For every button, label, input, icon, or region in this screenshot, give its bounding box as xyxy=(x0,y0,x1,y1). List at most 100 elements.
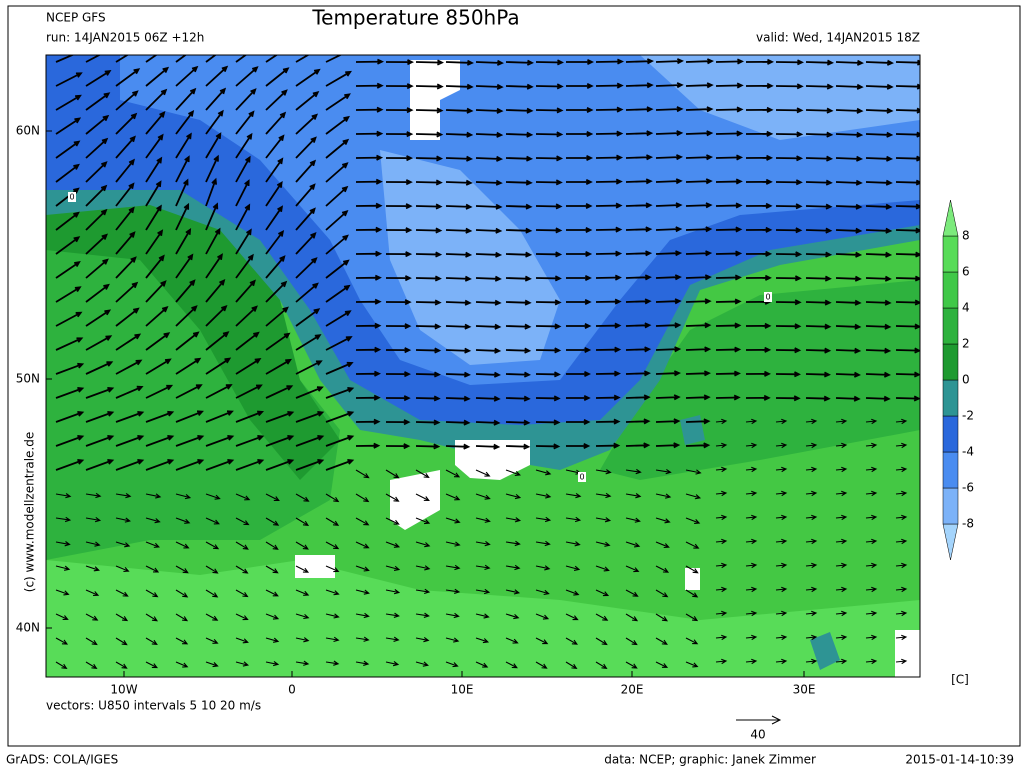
wind-arrow xyxy=(595,541,611,547)
wind-arrow xyxy=(265,55,279,63)
wind-arrow xyxy=(295,541,309,550)
wind-arrow xyxy=(745,394,771,401)
wind-arrow xyxy=(325,435,355,447)
contour-label-box xyxy=(68,192,76,202)
wind-arrow xyxy=(745,562,758,569)
wind-arrow xyxy=(745,658,758,665)
contour-label: 0 xyxy=(765,293,770,302)
wind-arrow xyxy=(55,459,85,471)
wind-arrow xyxy=(55,362,85,375)
wind-arrow xyxy=(475,517,491,523)
colorbar-segment xyxy=(942,415,959,453)
wind-arrow xyxy=(475,588,491,595)
wind-arrow xyxy=(865,107,894,114)
wind-arrow xyxy=(205,253,223,279)
wind-arrow xyxy=(535,613,550,620)
wind-arrow xyxy=(445,179,473,186)
colorbar-segment xyxy=(942,307,959,345)
software: GrADS: COLA/IGES xyxy=(6,753,118,767)
wind-arrow xyxy=(85,386,115,399)
wind-arrow xyxy=(625,661,638,669)
wind-arrow xyxy=(175,384,203,399)
wind-arrow xyxy=(565,227,593,233)
wind-arrow xyxy=(115,158,135,183)
wind-arrow xyxy=(235,661,250,667)
wind-arrow xyxy=(385,419,411,426)
wind-arrow xyxy=(655,298,682,305)
colorbar-label: 8 xyxy=(962,229,970,243)
wind-arrow xyxy=(775,610,788,617)
wind-arrow xyxy=(535,107,564,114)
wind-arrow xyxy=(355,589,370,595)
wind-arrow xyxy=(835,155,864,162)
wind-arrow xyxy=(655,637,668,645)
wind-arrow xyxy=(715,490,728,497)
wind-arrow xyxy=(175,305,198,327)
model-name: NCEP GFS xyxy=(46,11,106,25)
wind-arrow xyxy=(235,305,258,327)
wind-arrow xyxy=(595,661,608,669)
wind-arrow xyxy=(295,360,323,375)
wind-arrow xyxy=(505,469,521,477)
wind-arrow xyxy=(85,283,110,303)
wind-arrow xyxy=(145,565,160,573)
wind-arrow xyxy=(325,162,349,183)
wind-arrow xyxy=(205,493,221,500)
wind-arrow xyxy=(595,370,621,377)
wind-arrow xyxy=(205,661,219,668)
wind-arrow xyxy=(715,514,728,521)
wind-arrow xyxy=(295,386,324,399)
wind-arrow xyxy=(115,637,128,646)
wind-arrow xyxy=(745,466,758,473)
wind-arrow xyxy=(85,517,102,523)
wind-arrow xyxy=(415,83,444,90)
wind-arrow xyxy=(865,227,893,234)
wind-arrow xyxy=(745,442,758,449)
map-area: 0 0 0 xyxy=(46,55,920,677)
wind-arrow xyxy=(565,443,591,449)
wind-arrow xyxy=(775,251,803,258)
wind-arrow xyxy=(265,660,280,667)
wind-arrow xyxy=(655,82,684,89)
wind-arrow xyxy=(235,613,249,621)
wind-arrow xyxy=(505,637,519,644)
wind-arrow xyxy=(505,493,522,500)
wind-arrow xyxy=(115,206,135,231)
wind-arrow xyxy=(145,459,175,471)
wind-arrow xyxy=(535,299,562,306)
wind-arrow xyxy=(805,538,818,545)
wind-arrow xyxy=(325,361,354,375)
wind-field xyxy=(55,55,920,670)
wind-arrow xyxy=(625,250,653,257)
wind-arrow xyxy=(145,156,163,183)
run-info: run: 14JAN2015 06Z +12h xyxy=(46,31,204,45)
wind-arrow xyxy=(565,299,592,305)
wind-arrow xyxy=(475,564,491,571)
wind-arrow xyxy=(265,306,289,327)
wind-arrow xyxy=(865,347,892,354)
wind-arrow xyxy=(535,516,552,523)
wind-arrow xyxy=(625,394,651,401)
warm-region xyxy=(46,560,920,677)
wind-arrow xyxy=(625,418,651,425)
wind-arrow xyxy=(775,83,804,90)
wind-arrow xyxy=(655,661,669,668)
wind-arrow xyxy=(895,59,920,66)
wind-arrow xyxy=(685,493,702,500)
wind-arrow xyxy=(145,517,161,524)
wind-arrow xyxy=(55,311,83,327)
wind-arrow xyxy=(175,410,204,423)
wind-arrow xyxy=(145,88,168,111)
wind-arrow xyxy=(445,59,474,66)
wind-arrow xyxy=(145,229,164,255)
wind-arrow xyxy=(475,59,504,66)
wind-arrow xyxy=(85,233,108,255)
wind-arrow xyxy=(775,275,802,282)
wind-arrow xyxy=(745,106,774,113)
wind-arrow xyxy=(145,410,175,423)
wind-arrow xyxy=(445,419,471,426)
wind-arrow xyxy=(805,107,834,114)
wind-arrow xyxy=(205,331,230,351)
wind-arrow xyxy=(85,637,98,646)
wind-arrow xyxy=(175,357,202,375)
